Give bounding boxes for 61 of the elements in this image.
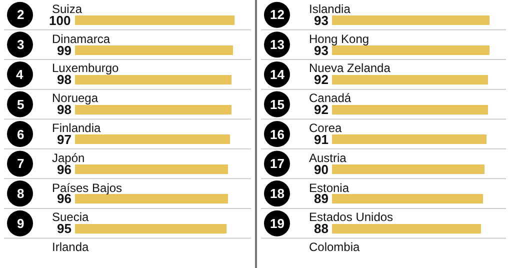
data-label: 92: [314, 102, 328, 117]
bar: [75, 164, 228, 174]
text: 15: [270, 97, 284, 112]
y-tick-label: Nueva Zelanda: [309, 61, 391, 75]
bar: [75, 224, 227, 234]
y-tick-label: Colombia: [309, 240, 360, 254]
y-tick-label: Suiza: [52, 2, 82, 16]
data-label: 98: [57, 102, 72, 117]
text: 6: [17, 127, 24, 142]
y-tick-label: Irlanda: [52, 240, 90, 254]
bar: [332, 134, 486, 144]
text: 12: [270, 7, 284, 22]
data-label: 98: [57, 72, 72, 87]
bar: [332, 104, 488, 114]
text: 19: [270, 216, 284, 231]
y-tick-label: Corea: [309, 121, 342, 135]
data-label: 95: [57, 221, 72, 236]
y-tick-label: Canadá: [309, 91, 352, 105]
text: 17: [270, 156, 284, 171]
text: 3: [17, 37, 24, 52]
text: 4: [16, 67, 24, 82]
bar: [75, 104, 232, 114]
bar: [332, 15, 490, 26]
bar: [332, 164, 485, 174]
data-label: 88: [314, 221, 328, 236]
data-label: 99: [57, 43, 72, 58]
bar: [332, 224, 482, 234]
text: 7: [17, 156, 24, 171]
bar: [75, 75, 232, 85]
data-label: 91: [314, 132, 328, 147]
bar: [75, 45, 233, 55]
text: 2: [17, 7, 24, 22]
data-label: 90: [314, 162, 328, 177]
y-tick-label: Estados Unidos: [309, 210, 394, 224]
bar: [332, 45, 490, 55]
bar: [75, 134, 230, 144]
text: 5: [17, 97, 24, 112]
y-tick-label: Islandia: [309, 2, 351, 16]
data-label: 92: [314, 72, 328, 87]
y-tick-label: Luxemburgo: [52, 61, 120, 75]
bar: [75, 15, 235, 26]
data-label: 93: [314, 13, 328, 28]
bar: [332, 194, 483, 204]
text: 8: [17, 186, 24, 201]
bar: [332, 75, 488, 85]
bar: [75, 194, 228, 204]
data-label: 97: [57, 132, 72, 147]
data-label: 100: [49, 13, 71, 28]
y-tick-label: Japón: [52, 151, 85, 165]
y-tick-label: Finlandia: [52, 121, 102, 135]
text: 13: [270, 37, 284, 52]
data-label: 93: [314, 43, 328, 58]
text: 18: [270, 186, 284, 201]
y-tick-label: Dinamarca: [52, 32, 110, 46]
y-tick-label: Noruega: [52, 91, 98, 105]
text: 14: [270, 67, 286, 82]
text: 9: [17, 216, 24, 231]
y-tick-label: Austria: [309, 151, 347, 165]
y-tick-label: Hong Kong: [309, 32, 370, 46]
y-tick-label: Suecia: [52, 210, 90, 224]
text: 16: [270, 127, 284, 142]
